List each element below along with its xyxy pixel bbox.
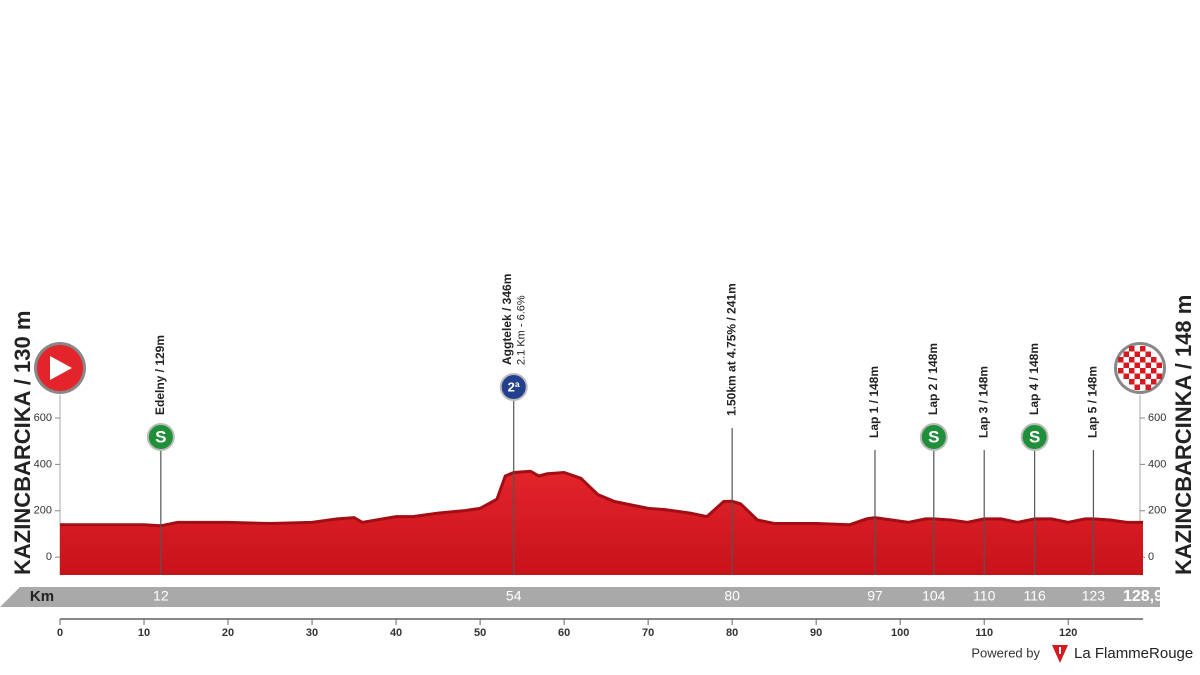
elevation-area [60, 471, 1143, 575]
marker-detail: 2.1 Km - 6.6% [516, 295, 528, 365]
marker-km: 97 [867, 588, 883, 604]
marker-icon [499, 373, 528, 401]
start-icon [34, 342, 86, 394]
x-tick-label: 90 [810, 627, 822, 639]
checker [1145, 384, 1151, 390]
checker [1140, 368, 1146, 374]
marker-label: Lap 5 / 148m [1086, 366, 1100, 438]
powered-by: Powered by [971, 645, 1040, 660]
marker-icon [1020, 423, 1049, 451]
checker [1134, 362, 1140, 368]
y-tick-label: 0 [46, 551, 52, 563]
x-tick-label: 70 [642, 627, 654, 639]
x-tick-label: 10 [138, 627, 150, 639]
y-tick-label-right: 600 [1148, 412, 1166, 424]
y-tick-label: 200 [34, 505, 52, 517]
y-tick-label-right: 400 [1148, 458, 1166, 470]
checker [1134, 373, 1140, 379]
checker [1134, 384, 1140, 390]
distance-label: 128,9 [1123, 588, 1163, 605]
marker-icon-text: S [1029, 427, 1040, 446]
checker [1129, 379, 1135, 385]
checker [1129, 368, 1135, 374]
checker [1129, 346, 1135, 352]
checker [1123, 373, 1129, 379]
start-label: KAZINCBARCIKA / 130 m [10, 311, 35, 575]
marker-icon-text: S [155, 427, 166, 446]
y-tick-label-right: 0 [1148, 551, 1154, 563]
checker [1140, 346, 1146, 352]
checker [1151, 357, 1157, 363]
x-tick-label: 20 [222, 627, 234, 639]
checker [1145, 351, 1151, 357]
marker-km: 12 [153, 588, 169, 604]
checker [1156, 373, 1162, 379]
x-tick-label: 50 [474, 627, 486, 639]
marker-icon-text: S [928, 427, 939, 446]
checker [1151, 379, 1157, 385]
km-band [0, 587, 1160, 607]
marker-km: 80 [724, 588, 740, 604]
marker-km: 54 [506, 588, 522, 604]
marker-label: Lap 2 / 148m [926, 343, 940, 415]
finish-label: KAZINCBARCINKA / 148 m [1171, 295, 1196, 575]
checker [1123, 362, 1129, 368]
x-tick-label: 80 [726, 627, 738, 639]
y-tick-label: 400 [34, 458, 52, 470]
x-tick-label: 0 [57, 627, 63, 639]
checker [1134, 351, 1140, 357]
checker [1140, 379, 1146, 385]
marker-label: Lap 4 / 148m [1027, 343, 1041, 415]
checker [1140, 357, 1146, 363]
y-tick-label-right: 200 [1148, 505, 1166, 517]
checker [1129, 357, 1135, 363]
marker-label: Lap 3 / 148m [976, 366, 990, 438]
checker [1145, 373, 1151, 379]
checker [1118, 357, 1124, 363]
brand: La FlammeRouge [1074, 645, 1193, 662]
marker-km: 110 [973, 588, 996, 604]
x-tick-label: 110 [975, 627, 993, 639]
km-label: Km [30, 588, 54, 605]
checker [1123, 351, 1129, 357]
x-tick-label: 100 [891, 627, 909, 639]
y-tick-label: 600 [34, 412, 52, 424]
marker-icon [146, 423, 175, 451]
x-tick-label: 60 [558, 627, 570, 639]
x-tick-label: 120 [1059, 627, 1077, 639]
elevation-edge [60, 469, 1143, 528]
marker-km: 116 [1023, 588, 1046, 604]
marker-km: 123 [1082, 588, 1106, 604]
marker-label: 1.50km at 4.75% / 241m [724, 283, 738, 416]
checker [1145, 362, 1151, 368]
x-tick-label: 40 [390, 627, 402, 639]
brand-logo [1052, 645, 1068, 663]
marker-km: 104 [922, 588, 946, 604]
marker-icon-text: 2ª [508, 379, 520, 394]
marker-label: Lap 1 / 148m [867, 366, 881, 438]
marker-label: Aggtelek / 346m [500, 274, 514, 365]
marker-icon [919, 423, 948, 451]
x-tick-label: 30 [306, 627, 318, 639]
finish-icon [1114, 342, 1166, 394]
marker-label: Edelny / 129m [153, 335, 167, 415]
checker [1151, 368, 1157, 374]
checker [1156, 362, 1162, 368]
checker [1118, 368, 1124, 374]
